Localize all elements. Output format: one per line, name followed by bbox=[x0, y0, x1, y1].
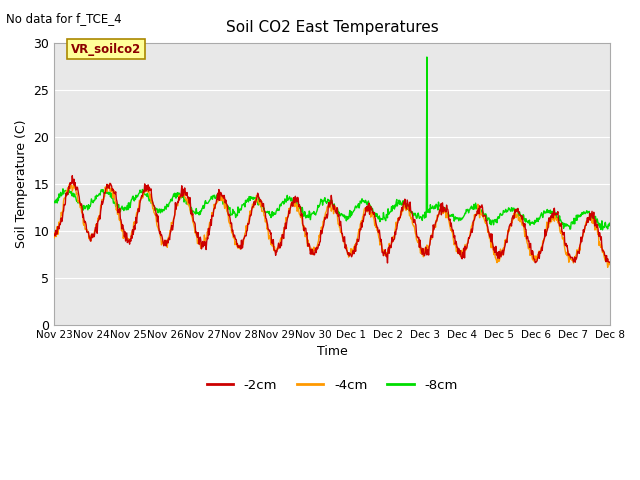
Legend: -2cm, -4cm, -8cm: -2cm, -4cm, -8cm bbox=[202, 374, 463, 397]
Y-axis label: Soil Temperature (C): Soil Temperature (C) bbox=[15, 120, 28, 248]
Text: VR_soilco2: VR_soilco2 bbox=[71, 43, 141, 56]
Title: Soil CO2 East Temperatures: Soil CO2 East Temperatures bbox=[226, 20, 438, 35]
Text: No data for f_TCE_4: No data for f_TCE_4 bbox=[6, 12, 122, 25]
X-axis label: Time: Time bbox=[317, 345, 348, 359]
